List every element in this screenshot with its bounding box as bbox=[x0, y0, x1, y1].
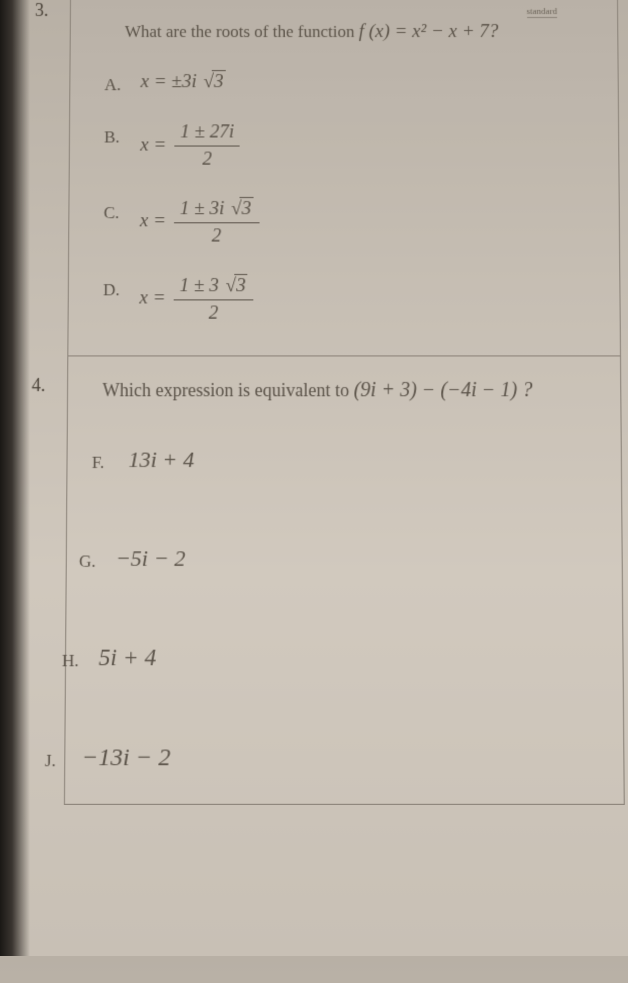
option-label: C. bbox=[104, 196, 126, 222]
q3-function-expr: f (x) = x² − x + 7? bbox=[359, 21, 499, 42]
eq-lhs: x = bbox=[140, 210, 166, 231]
radicand: 3 bbox=[240, 196, 254, 219]
numerator: 1 ± 3i 3 bbox=[174, 196, 260, 222]
option-label: F. bbox=[92, 446, 114, 473]
q4-option-f: F. 13i + 4 bbox=[92, 446, 607, 473]
num-prefix: 1 ± 3 bbox=[179, 275, 218, 296]
question-4-prompt: Which expression is equivalent to (9i + … bbox=[102, 374, 606, 405]
eq-lhs: x = bbox=[139, 287, 165, 308]
q4-option-h: H. 5i + 4 bbox=[62, 644, 608, 671]
q4-option-g-expr: −5i − 2 bbox=[116, 545, 186, 572]
question-3-number: 3. bbox=[35, 0, 49, 21]
eq-lhs: x = bbox=[140, 71, 166, 92]
q3-option-a-expr: x = ±3i 3 bbox=[140, 70, 225, 93]
q3-option-b: B. x = 1 ± 27i 2 bbox=[104, 121, 604, 170]
q4-option-j-expr: −13i − 2 bbox=[82, 744, 171, 772]
sqrt-icon: 3 bbox=[226, 273, 248, 296]
question-4-number: 4. bbox=[32, 374, 46, 395]
sqrt-icon: 3 bbox=[203, 70, 225, 93]
header-note: standard bbox=[527, 6, 558, 18]
denominator: 2 bbox=[196, 146, 218, 170]
option-label: B. bbox=[104, 121, 126, 147]
question-4-box: 4. Which expression is equivalent to (9i… bbox=[64, 356, 625, 804]
fraction: 1 ± 27i 2 bbox=[174, 121, 240, 170]
pm-sign: ± bbox=[171, 71, 182, 92]
q4-option-j: J. −13i − 2 bbox=[45, 744, 609, 772]
q3-option-c-expr: x = 1 ± 3i 3 2 bbox=[140, 196, 263, 247]
radicand: 3 bbox=[212, 70, 226, 93]
denominator: 2 bbox=[206, 223, 228, 247]
num-prefix: 1 ± 3i bbox=[180, 198, 225, 219]
radicand: 3 bbox=[234, 273, 248, 296]
q4-expression: (9i + 3) − (−4i − 1) ? bbox=[354, 378, 533, 400]
question-3-prompt: What are the roots of the function f (x)… bbox=[125, 18, 604, 47]
worksheet-page: standard 3. What are the roots of the fu… bbox=[21, 0, 628, 983]
option-label: J. bbox=[45, 744, 68, 771]
option-label: D. bbox=[103, 273, 125, 299]
q4-option-f-expr: 13i + 4 bbox=[128, 446, 194, 473]
q3-option-b-expr: x = 1 ± 27i 2 bbox=[140, 121, 243, 170]
sqrt-icon: 3 bbox=[231, 196, 253, 219]
question-3-box: standard 3. What are the roots of the fu… bbox=[67, 0, 621, 356]
q4-prompt-text: Which expression is equivalent to bbox=[102, 379, 353, 399]
fraction: 1 ± 3 3 2 bbox=[173, 273, 253, 324]
denominator: 2 bbox=[203, 300, 225, 324]
q4-option-g: G. −5i − 2 bbox=[79, 545, 608, 572]
q3-prompt-text: What are the roots of the function bbox=[125, 22, 359, 41]
q3-option-a: A. x = ±3i 3 bbox=[104, 69, 603, 95]
q4-option-h-expr: 5i + 4 bbox=[99, 644, 157, 671]
fraction: 1 ± 3i 3 2 bbox=[174, 196, 260, 247]
numerator: 1 ± 3 3 bbox=[173, 273, 253, 299]
option-label: G. bbox=[79, 545, 102, 572]
q4-options-group: F. 13i + 4 G. −5i − 2 H. 5i + 4 J. −13i … bbox=[90, 446, 609, 772]
q3-option-d: D. x = 1 ± 3 3 2 bbox=[103, 273, 606, 324]
q3-option-c: C. x = 1 ± 3i 3 2 bbox=[103, 196, 605, 247]
coef: 3i bbox=[182, 71, 197, 92]
option-label: H. bbox=[62, 644, 85, 671]
q3-option-d-expr: x = 1 ± 3 3 2 bbox=[139, 273, 257, 324]
option-label: A. bbox=[104, 69, 126, 95]
eq-lhs: x = bbox=[140, 134, 166, 155]
numerator: 1 ± 27i bbox=[174, 121, 240, 146]
